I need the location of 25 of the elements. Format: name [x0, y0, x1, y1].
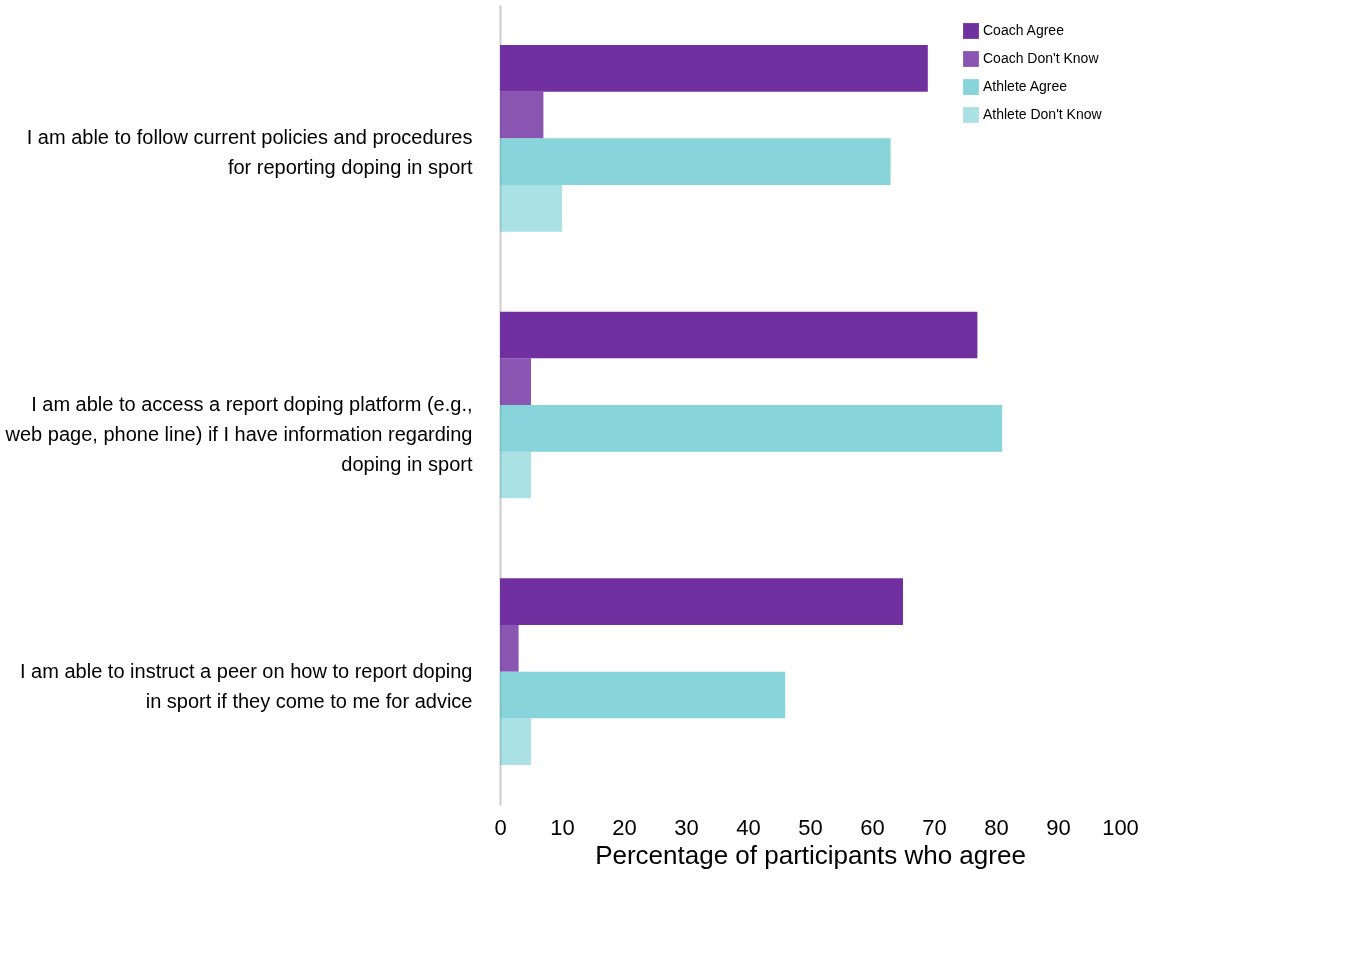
x-tick-label: 30 [674, 814, 699, 840]
y-tick-label: I am able to follow current policies and procedures for reporting doping in sport [26, 126, 473, 179]
legend-label: Athlete Don't Know [983, 106, 1103, 122]
y-tick-label: I am able to instruct a peer on how to report doping in sport if they come to me for advice [20, 659, 473, 712]
x-tick-label: 80 [984, 814, 1009, 840]
bar [500, 718, 531, 765]
legend-label: Coach Agree [983, 22, 1065, 38]
x-tick-label: 90 [1046, 814, 1071, 840]
x-tick-label: 0 [494, 814, 507, 840]
x-tick-label: 100 [1102, 814, 1139, 840]
x-tick-label: 60 [860, 814, 885, 840]
bar [500, 451, 531, 499]
legend-label: Athlete Agree [983, 78, 1068, 94]
bar [500, 185, 562, 232]
bar [500, 138, 891, 185]
bar [500, 405, 1003, 452]
x-axis-title: Percentage of participants who agree [595, 839, 1026, 870]
x-tick-label: 70 [922, 814, 947, 840]
x-tick-label: 10 [550, 814, 575, 840]
legend-label: Coach Don't Know [983, 50, 1100, 66]
x-tick-label: 40 [736, 814, 761, 840]
bar [500, 671, 786, 719]
x-tick-label: 50 [798, 814, 823, 840]
y-tick-label: I am able to access a report doping platform (e.g., web page, phone line) if I have information regarding doping in sport [4, 393, 473, 475]
x-tick-label: 20 [612, 814, 637, 840]
